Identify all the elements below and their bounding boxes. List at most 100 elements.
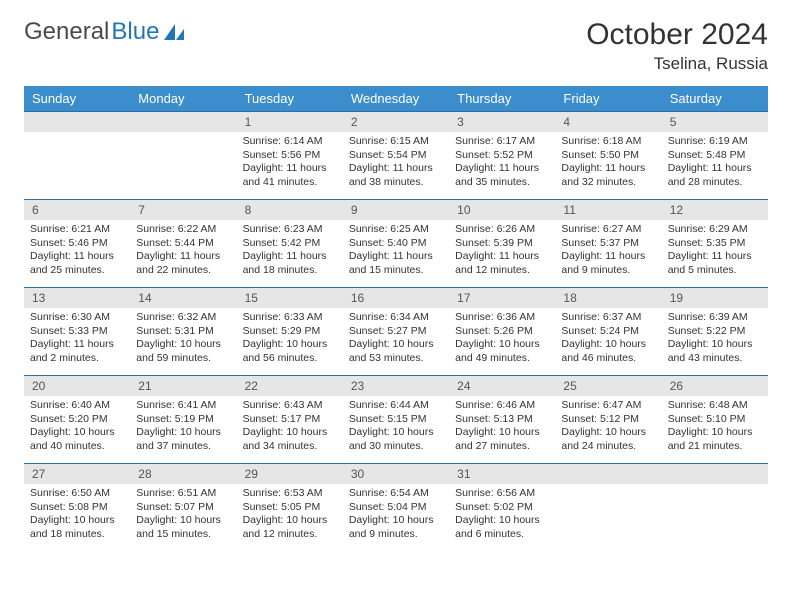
sunrise-line: Sunrise: 6:29 AM [668,223,762,237]
sunset-line: Sunset: 5:27 PM [349,325,443,339]
day-content: Sunrise: 6:26 AMSunset: 5:39 PMDaylight:… [449,220,555,282]
day-content: Sunrise: 6:17 AMSunset: 5:52 PMDaylight:… [449,132,555,194]
daylight-line: Daylight: 10 hours and 49 minutes. [455,338,549,365]
sunrise-line: Sunrise: 6:36 AM [455,311,549,325]
day-content: Sunrise: 6:25 AMSunset: 5:40 PMDaylight:… [343,220,449,282]
day-number: 7 [130,200,236,220]
day-number: 19 [662,288,768,308]
day-number: 13 [24,288,130,308]
calendar-cell [130,111,236,199]
sunset-line: Sunset: 5:40 PM [349,237,443,251]
calendar-cell: 20 Sunrise: 6:40 AMSunset: 5:20 PMDayligh… [24,375,130,463]
day-number: 21 [130,376,236,396]
daylight-line: Daylight: 11 hours and 35 minutes. [455,162,549,189]
day-number: 17 [449,288,555,308]
sunset-line: Sunset: 5:04 PM [349,501,443,515]
logo-sail-icon [163,23,185,41]
daylight-line: Daylight: 10 hours and 37 minutes. [136,426,230,453]
sunrise-line: Sunrise: 6:46 AM [455,399,549,413]
sunrise-line: Sunrise: 6:34 AM [349,311,443,325]
sunrise-line: Sunrise: 6:37 AM [561,311,655,325]
calendar-cell [555,463,661,551]
day-header: Saturday [662,86,768,111]
sunset-line: Sunset: 5:20 PM [30,413,124,427]
location: Tselina, Russia [586,54,768,74]
sunset-line: Sunset: 5:42 PM [243,237,337,251]
sunrise-line: Sunrise: 6:41 AM [136,399,230,413]
daylight-line: Daylight: 10 hours and 43 minutes. [668,338,762,365]
sunrise-line: Sunrise: 6:43 AM [243,399,337,413]
day-header: Tuesday [237,86,343,111]
sunrise-line: Sunrise: 6:32 AM [136,311,230,325]
day-number: 31 [449,464,555,484]
calendar-cell: 29Sunrise: 6:53 AMSunset: 5:05 PMDayligh… [237,463,343,551]
day-number: 12 [662,200,768,220]
daylight-line: Daylight: 10 hours and 24 minutes. [561,426,655,453]
header: GeneralBlue October 2024 Tselina, Russia [24,18,768,74]
day-content [130,132,236,139]
sunset-line: Sunset: 5:31 PM [136,325,230,339]
daylight-line: Daylight: 11 hours and 9 minutes. [561,250,655,277]
day-content: Sunrise: 6:44 AMSunset: 5:15 PMDaylight:… [343,396,449,458]
calendar-cell: 31Sunrise: 6:56 AMSunset: 5:02 PMDayligh… [449,463,555,551]
sunset-line: Sunset: 5:10 PM [668,413,762,427]
calendar-cell: 22Sunrise: 6:43 AMSunset: 5:17 PMDayligh… [237,375,343,463]
day-content: Sunrise: 6:48 AMSunset: 5:10 PMDaylight:… [662,396,768,458]
sunrise-line: Sunrise: 6:40 AM [30,399,124,413]
daylight-line: Daylight: 10 hours and 30 minutes. [349,426,443,453]
day-content: Sunrise: 6:41 AMSunset: 5:19 PMDaylight:… [130,396,236,458]
day-content: Sunrise: 6:51 AMSunset: 5:07 PMDaylight:… [130,484,236,546]
day-content: Sunrise: 6:32 AMSunset: 5:31 PMDaylight:… [130,308,236,370]
sunrise-line: Sunrise: 6:19 AM [668,135,762,149]
day-content: Sunrise: 6:30 AMSunset: 5:33 PMDaylight:… [24,308,130,370]
daylight-line: Daylight: 11 hours and 41 minutes. [243,162,337,189]
daylight-line: Daylight: 11 hours and 28 minutes. [668,162,762,189]
sunrise-line: Sunrise: 6:26 AM [455,223,549,237]
calendar-cell: 18Sunrise: 6:37 AMSunset: 5:24 PMDayligh… [555,287,661,375]
day-number: 26 [662,376,768,396]
day-header: Sunday [24,86,130,111]
day-content: Sunrise: 6:18 AMSunset: 5:50 PMDaylight:… [555,132,661,194]
daylight-line: Daylight: 10 hours and 40 minutes. [30,426,124,453]
day-content: Sunrise: 6:53 AMSunset: 5:05 PMDaylight:… [237,484,343,546]
sunrise-line: Sunrise: 6:44 AM [349,399,443,413]
calendar-cell: 28Sunrise: 6:51 AMSunset: 5:07 PMDayligh… [130,463,236,551]
day-number: 8 [237,200,343,220]
day-header: Thursday [449,86,555,111]
day-number: 14 [130,288,236,308]
day-content: Sunrise: 6:43 AMSunset: 5:17 PMDaylight:… [237,396,343,458]
day-number [555,464,661,484]
sunset-line: Sunset: 5:54 PM [349,149,443,163]
day-content: Sunrise: 6:19 AMSunset: 5:48 PMDaylight:… [662,132,768,194]
sunset-line: Sunset: 5:22 PM [668,325,762,339]
day-number: 23 [343,376,449,396]
daylight-line: Daylight: 10 hours and 59 minutes. [136,338,230,365]
sunset-line: Sunset: 5:08 PM [30,501,124,515]
day-number: 20 [24,376,130,396]
calendar-body: 1Sunrise: 6:14 AMSunset: 5:56 PMDaylight… [24,111,768,551]
calendar-cell: 24Sunrise: 6:46 AMSunset: 5:13 PMDayligh… [449,375,555,463]
sunset-line: Sunset: 5:35 PM [668,237,762,251]
day-number: 22 [237,376,343,396]
day-number: 24 [449,376,555,396]
calendar-cell: 14Sunrise: 6:32 AMSunset: 5:31 PMDayligh… [130,287,236,375]
day-content: Sunrise: 6:33 AMSunset: 5:29 PMDaylight:… [237,308,343,370]
sunrise-line: Sunrise: 6:53 AM [243,487,337,501]
daylight-line: Daylight: 11 hours and 5 minutes. [668,250,762,277]
daylight-line: Daylight: 10 hours and 6 minutes. [455,514,549,541]
sunset-line: Sunset: 5:52 PM [455,149,549,163]
sunset-line: Sunset: 5:33 PM [30,325,124,339]
day-content: Sunrise: 6:36 AMSunset: 5:26 PMDaylight:… [449,308,555,370]
sunset-line: Sunset: 5:12 PM [561,413,655,427]
calendar-cell: 21Sunrise: 6:41 AMSunset: 5:19 PMDayligh… [130,375,236,463]
calendar-cell: 2Sunrise: 6:15 AMSunset: 5:54 PMDaylight… [343,111,449,199]
day-content: Sunrise: 6:37 AMSunset: 5:24 PMDaylight:… [555,308,661,370]
day-content: Sunrise: 6:54 AMSunset: 5:04 PMDaylight:… [343,484,449,546]
day-content [555,484,661,491]
sunset-line: Sunset: 5:26 PM [455,325,549,339]
daylight-line: Daylight: 11 hours and 32 minutes. [561,162,655,189]
sunset-line: Sunset: 5:17 PM [243,413,337,427]
day-number: 30 [343,464,449,484]
sunset-line: Sunset: 5:50 PM [561,149,655,163]
sunset-line: Sunset: 5:39 PM [455,237,549,251]
